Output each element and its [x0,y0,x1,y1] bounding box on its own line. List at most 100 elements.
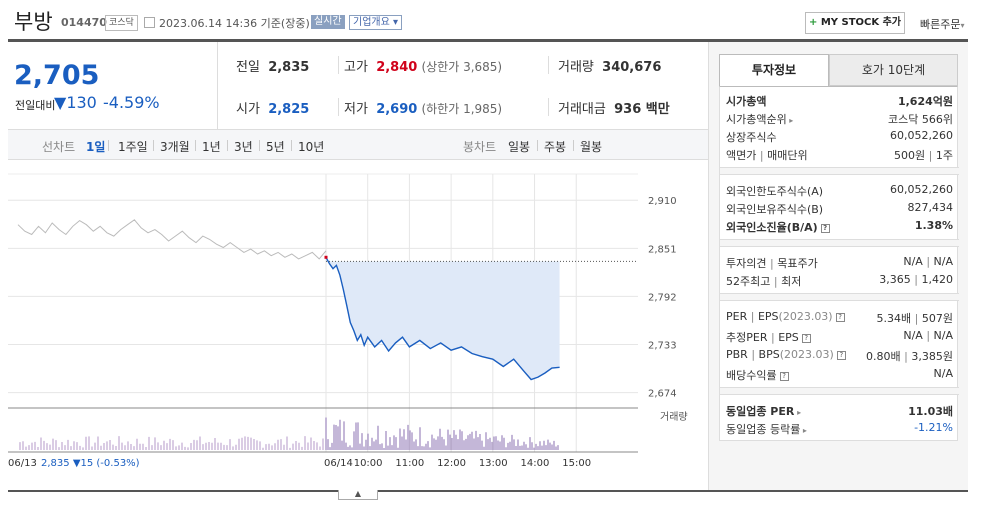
range-5y[interactable]: 5년 [266,140,285,154]
bps-year: (2023.03) [779,348,834,361]
volume-label: 거래량 [558,60,594,75]
market-cap-row: 시가총액 1,624억원 [726,91,953,109]
face-value-row: 액면가 | 매매단위 500원 | 1주 [726,145,953,163]
tab-hoga-10[interactable]: 호가 10단계 [829,54,958,86]
chart-legend: 2,835 ▼15 (-0.53%) [41,458,140,469]
foreign-rate-label: 외국인소진율(B/A) [726,221,818,234]
help-icon[interactable]: ? [820,224,830,233]
w52-high-value: 3,365 [879,273,911,286]
opinion-labels: 투자의견 | 목표주가 [726,257,818,270]
dividend-label: 배당수익률 [726,369,777,382]
invest-panel: 투자정보 호가 10단계 시가총액 1,624억원 시가총액순위 ▸ 코스닥 566… [708,42,968,490]
divider [338,98,339,116]
y-tick-label: 2,792 [648,292,677,303]
industry-change-label-wrap[interactable]: 동일업종 등락률 ▸ [726,421,807,437]
range-3y[interactable]: 3년 [234,140,253,154]
volume-value: 340,676 [602,60,662,75]
chevron-right-icon: ▸ [800,426,807,435]
candle-chart-label: 봉차트 [463,140,497,154]
stock-code: 014470 [61,16,107,29]
down-arrow-icon: ▼ [54,93,67,112]
per-labels: PER | EPS(2023.03)? [726,310,845,323]
line-chart-label: 선차트 [42,140,76,154]
market-cap-value: 1,624억원 [897,95,953,108]
legend-price: 2,835 [41,458,73,469]
quick-order-button[interactable]: 빠른주문▾ [920,16,965,32]
divider [548,98,549,116]
tab-invest-info[interactable]: 투자정보 [719,54,829,86]
eps-label: EPS [757,310,779,323]
est-eps-value: N/A [933,329,953,342]
est-per-label: 추정PER [726,331,768,344]
industry-change-value: -1.21% [914,421,953,434]
est-per-labels: 추정PER | EPS? [726,329,811,345]
help-icon[interactable]: ? [779,372,789,381]
y-tick-label: 2,674 [648,389,677,400]
chevron-down-icon: ▾ [960,21,965,30]
per-value: 5.34배 [876,312,912,325]
collapse-toggle[interactable]: ▲ [338,490,378,500]
previous-day-series [17,219,327,260]
open-cell: 시가 2,825 [236,98,309,117]
industry-per-label-wrap[interactable]: 동일업종 PER ▸ [726,403,801,419]
range-1w[interactable]: 1주일 [118,140,148,154]
candle-weekly[interactable]: 주봉 [544,140,567,154]
divider [548,56,549,74]
corp-overview-button[interactable]: 기업개요 ▾ [349,15,403,30]
add-mystock-button[interactable]: + MY STOCK 추가 [805,12,905,34]
x-tick-label: 15:00 [562,458,591,469]
chevron-right-icon: ▸ [786,116,794,125]
change-amount: 130 [66,93,97,112]
help-icon[interactable]: ? [835,313,845,322]
pbr-row: PBR | BPS(2023.03)? 0.80배 | 3,385원 [726,346,953,364]
face-label: 액면가 | 매매단위 [726,149,808,162]
x-axis-labels: 06/13 06/14 10:00 11:00 12:00 13:00 14:00 15:00 [8,458,591,469]
help-icon[interactable]: ? [801,334,811,343]
range-1d[interactable]: 1일 [86,140,106,154]
lower-limit: (하한가 1,985) [421,102,503,116]
divider [338,56,339,74]
foreign-hold-label: 외국인보유주식수(B) [726,203,824,216]
realtime-badge[interactable]: 실시간 [311,15,345,29]
dividend-value: N/A [933,367,953,380]
candle-daily[interactable]: 일봉 [508,140,531,154]
bps-value: 3,385원 [911,350,953,363]
divider [108,140,109,151]
amount-value: 936 백만 [614,102,670,117]
range-1y[interactable]: 1년 [202,140,221,154]
volume-bars [19,417,559,450]
range-10y[interactable]: 10년 [298,140,325,154]
pbr-labels: PBR | BPS(2023.03)? [726,348,846,361]
candle-monthly[interactable]: 월봉 [580,140,603,154]
market-badge: 코스닥 [105,15,138,31]
cap-rank-label: 시가총액순위 [726,113,787,126]
divider [720,293,959,301]
dividend-label-wrap: 배당수익률? [726,367,789,383]
volume-cell: 거래량 340,676 [558,56,661,75]
amount-label: 거래대금 [558,102,606,117]
top-divider [8,39,968,42]
opinion-values: N/A | N/A [903,255,953,268]
per-row: PER | EPS(2023.03)? 5.34배 | 507원 [726,308,953,326]
quick-order-label: 빠른주문 [920,18,961,31]
chevron-right-icon: ▸ [794,408,802,417]
cap-rank-row: 시가총액순위 ▸ 코스닥 566위 [726,109,953,127]
market-cap-label: 시가총액 [726,95,767,108]
stock-name: 부방 [14,10,53,34]
face-value: 500원 [894,149,926,162]
range-3m[interactable]: 3개월 [160,140,190,154]
shares-row: 상장주식수 60,052,260 [726,127,953,145]
price-chart: 2,910 2,851 2,792 2,733 2,674 거래량 06/13 06/14… [8,173,688,469]
divider [259,140,260,151]
high-value: 2,840 [376,60,418,75]
divider [720,167,959,175]
price-box: 2,705 전일대비 ▼130 -4.59% [8,42,218,129]
bps-label: BPS [758,348,780,361]
help-icon[interactable]: ? [836,351,846,360]
cap-rank-label-wrap[interactable]: 시가총액순위 ▸ [726,111,793,127]
divider [195,140,196,151]
change-value: ▼130 [54,93,97,112]
x-tick-label: 12:00 [437,458,466,469]
y-tick-label: 2,733 [648,340,677,351]
opinion-value: N/A [903,255,923,268]
